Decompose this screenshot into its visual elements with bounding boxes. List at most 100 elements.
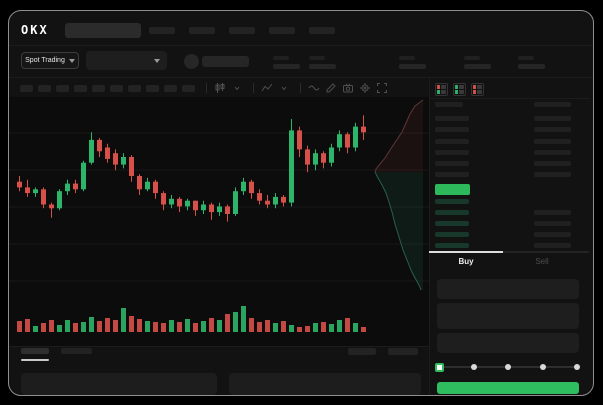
book-row-glyph [473,89,482,92]
ask-amount-placeholder [534,161,571,166]
volume-bar [25,319,30,332]
okx-logo[interactable]: OKX [21,23,49,37]
bottom-action[interactable] [388,348,418,355]
candle-body [233,191,238,214]
book-cell [473,91,476,94]
interval-button[interactable] [20,84,33,92]
volume-bar [273,323,278,332]
stat-value-placeholder [399,64,426,69]
chevron-down-icon[interactable] [277,82,290,94]
bid-amount-placeholder [534,232,571,237]
volume-bar [281,321,286,332]
nav-item-placeholder[interactable] [189,27,215,34]
book-line [441,89,446,92]
fullscreen-icon[interactable] [375,82,388,94]
last-price-indicator[interactable] [435,184,470,195]
amount-field[interactable] [437,303,579,329]
tab-buy[interactable]: Buy [458,257,474,266]
candle-body [185,200,190,207]
volume-bar [153,322,158,332]
slider-handle[interactable] [434,362,444,372]
nav-item-placeholder[interactable] [269,27,295,34]
candle-body [97,139,102,152]
nav-item-placeholder[interactable] [229,27,255,34]
chevron-down-icon[interactable] [230,82,243,94]
app-window: OKX Spot Trading [8,10,594,396]
interval-button[interactable] [110,84,123,92]
price-chart[interactable] [9,97,429,346]
bottom-tab[interactable] [61,348,92,354]
book-row-glyph [455,89,464,92]
volume-bar [265,320,270,332]
volume-bar [49,320,54,332]
interval-button[interactable] [38,84,51,92]
stat-pair [464,56,491,69]
stat-value-placeholder [464,64,491,69]
book-line [441,87,446,90]
pair-selector[interactable] [86,51,167,70]
slider-stop-dot[interactable] [574,364,580,370]
volume-bar [81,322,86,332]
book-row-glyph [473,87,482,90]
volume-bar [33,326,38,332]
interval-button[interactable] [182,84,195,92]
bottom-field[interactable] [21,373,217,395]
market-type-button[interactable]: Spot Trading [21,52,79,69]
book-cell [473,89,476,92]
price-field[interactable] [437,279,579,299]
volume-bar [65,320,70,332]
bottom-tab-active[interactable] [21,348,49,354]
volume-bar [321,322,326,332]
total-field[interactable] [437,333,579,353]
book-line [459,89,464,92]
nav-item-placeholder[interactable] [149,27,175,34]
volume-bar [17,321,22,332]
bottom-field[interactable] [229,373,421,395]
buy-submit-button[interactable] [437,382,579,394]
asks-book-icon[interactable] [471,83,484,96]
ask-price-placeholder [435,139,469,144]
ask-price-placeholder [435,161,469,166]
volume-bar [121,308,126,332]
candle-body [73,183,78,190]
bids-book-icon[interactable] [453,83,466,96]
candlestick-chart[interactable] [9,97,429,346]
interval-button[interactable] [128,84,141,92]
stat-value-placeholder [518,64,545,69]
draw-tool-icon[interactable] [324,82,337,94]
interval-button[interactable] [92,84,105,92]
search-input[interactable] [65,23,141,38]
pair-name-placeholder [202,56,249,67]
indicators-icon[interactable] [260,82,273,94]
bottom-action[interactable] [348,348,376,355]
slider-stop-dot[interactable] [539,364,546,370]
interval-button[interactable] [146,84,159,92]
line-tool-icon[interactable] [307,82,320,94]
top-nav [149,27,335,34]
depth-asks-line [374,99,424,173]
settings-icon[interactable] [358,82,371,94]
combined-book-icon[interactable] [435,83,448,96]
stat-pair [399,56,426,69]
slider-stop-dot[interactable] [505,364,511,370]
camera-icon[interactable] [341,82,354,94]
book-cell [455,85,458,87]
chart-style-icon[interactable] [213,82,226,94]
volume-bar [313,323,318,332]
interval-button[interactable] [164,84,177,92]
interval-button[interactable] [74,84,87,92]
candle-body [281,196,286,203]
interval-button[interactable] [56,84,69,92]
tab-sell[interactable]: Sell [535,257,549,266]
book-line [459,91,464,94]
toolbar-divider [253,83,254,93]
bid-price-placeholder [435,243,469,248]
stat-label-placeholder [309,56,325,60]
volume-bar [209,318,214,332]
book-cell [455,91,458,94]
book-row-glyph [455,85,464,87]
orderbook-header-left [435,102,463,107]
ask-amount-placeholder [534,127,571,132]
slider-stop-dot[interactable] [470,364,477,370]
nav-item-placeholder[interactable] [309,27,335,34]
